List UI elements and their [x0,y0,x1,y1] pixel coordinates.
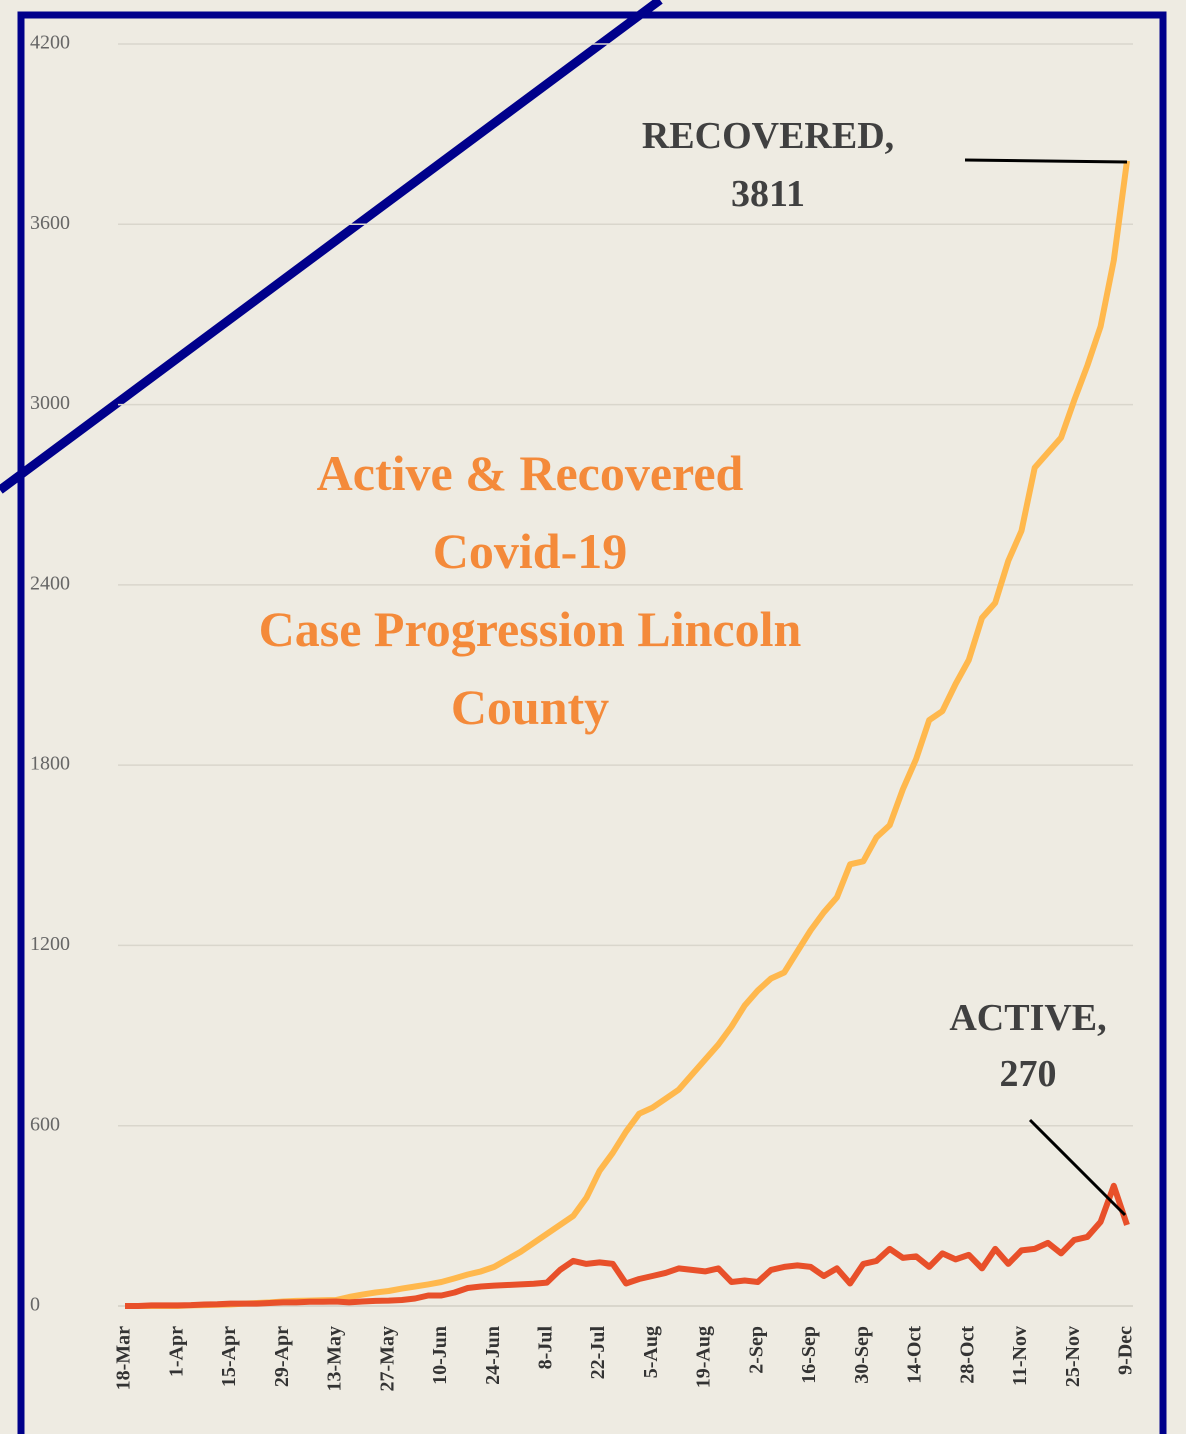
x-tick-label: 27-May [376,1326,398,1392]
annotation: 270 [1000,1053,1057,1095]
y-tick-label: 600 [30,1113,60,1135]
x-tick-label: 5-Aug [640,1326,662,1378]
x-tick-label: 8-Jul [534,1326,556,1370]
chart-title: Active & Recovered [317,445,744,501]
x-tick-label: 15-Apr [218,1326,240,1387]
y-tick-label: 2400 [30,572,70,594]
leader-line [964,158,1128,164]
y-tick-label: 3000 [30,392,70,414]
x-tick-label: 1-Apr [165,1326,187,1377]
x-tick-label: 16-Sep [798,1326,820,1384]
y-tick-label: 1800 [30,753,70,775]
x-tick-label: 24-Jun [482,1326,504,1385]
x-tick-label: 14-Oct [904,1326,926,1384]
annotation: ACTIVE, [949,997,1106,1039]
annotation: 3811 [731,173,805,215]
x-tick-label: 11-Nov [1009,1326,1031,1386]
chart-title: County [451,679,609,735]
x-tick-label: 18-Mar [113,1326,135,1391]
x-tick-label: 19-Aug [693,1326,715,1388]
x-tick-label: 10-Jun [429,1326,451,1385]
x-tick-label: 22-Jul [587,1326,609,1380]
x-tick-label: 30-Sep [851,1326,873,1384]
frame [17,11,1167,1434]
diagonal-stroke [0,0,663,494]
y-tick-label: 4200 [30,32,70,54]
chart-title: Covid-19 [433,523,627,579]
x-tick-label: 29-Apr [271,1326,293,1387]
x-tick-label: 28-Oct [956,1326,978,1384]
x-tick-label: 2-Sep [745,1326,767,1374]
leader-line [1028,1118,1127,1217]
x-tick-label: 9-Dec [1115,1326,1137,1375]
y-tick-label: 3600 [30,212,70,234]
y-tick-label: 1200 [30,933,70,955]
x-tick-label: 25-Nov [1062,1326,1084,1387]
x-tick-label: 13-May [324,1326,346,1392]
y-tick-label: 0 [30,1294,40,1316]
annotation: RECOVERED, [642,115,894,157]
chart-title: Case Progression Lincoln [259,601,802,657]
series-line [125,1182,1130,1309]
